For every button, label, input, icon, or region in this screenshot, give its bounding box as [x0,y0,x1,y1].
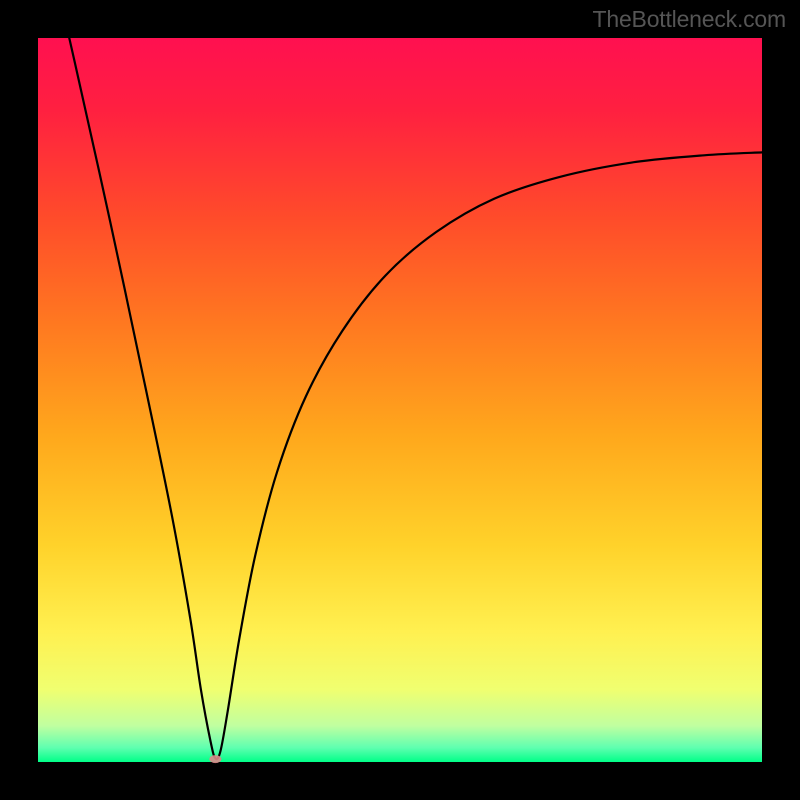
plot-gradient [38,38,762,762]
minimum-marker [209,755,221,763]
watermark-text: TheBottleneck.com [593,6,786,33]
bottleneck-chart [0,0,800,800]
chart-container: TheBottleneck.com [0,0,800,800]
